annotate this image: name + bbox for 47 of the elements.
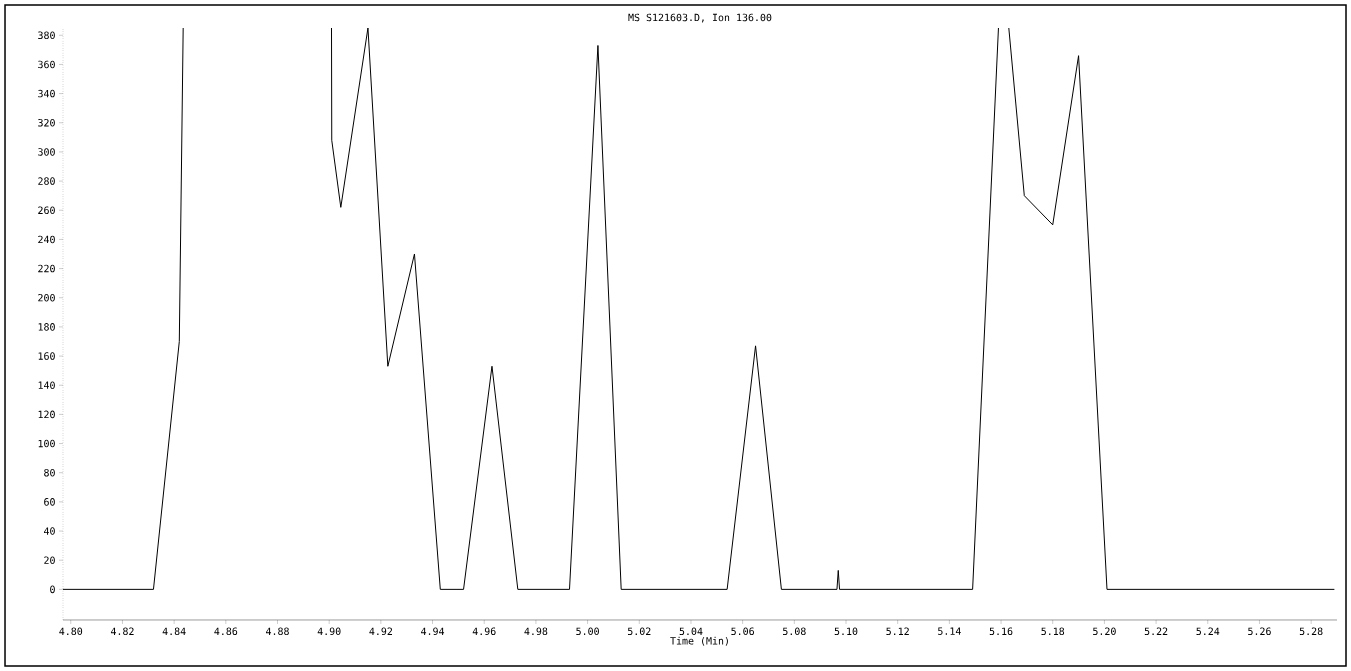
- y-tick-label: 20: [44, 556, 55, 564]
- y-tick-label: 0: [50, 585, 55, 594]
- x-tick-label: 5.20: [1093, 627, 1116, 636]
- x-tick-label: 4.82: [110, 627, 134, 636]
- y-tick-label: 240: [38, 235, 55, 244]
- x-tick-label: 5.04: [679, 627, 703, 636]
- x-tick-label: 4.90: [317, 627, 341, 636]
- x-tick-label: 4.96: [472, 627, 496, 636]
- y-tick-label: 260: [38, 206, 55, 215]
- y-tick-label: 180: [38, 323, 55, 331]
- x-tick-label: 4.84: [162, 627, 186, 636]
- x-axis-title: Time (Min): [670, 636, 728, 646]
- x-tick-label: 4.88: [266, 627, 289, 636]
- x-tick-label: 5.24: [1196, 627, 1220, 636]
- x-tick-label: 5.22: [1144, 627, 1168, 636]
- x-tick-label: 5.18: [1041, 627, 1065, 636]
- y-tick-label: 280: [38, 177, 55, 185]
- chart-title: MS S121603.D, Ion 136.00: [628, 13, 772, 23]
- x-tick-label: 5.06: [731, 627, 754, 636]
- y-tick-label: 40: [44, 527, 55, 535]
- y-tick-label: 120: [38, 410, 55, 419]
- x-tick-label: 4.98: [524, 627, 548, 636]
- y-tick-label: 360: [38, 60, 55, 69]
- x-tick-label: 4.80: [59, 627, 83, 636]
- x-tick-label: 4.94: [421, 627, 445, 636]
- x-tick-label: 5.00: [576, 627, 599, 636]
- x-tick-label: 5.14: [938, 627, 961, 635]
- y-tick-label: 140: [38, 381, 55, 389]
- y-tick-label: 340: [38, 89, 55, 98]
- x-tick-label: 5.28: [1299, 627, 1323, 636]
- x-tick-label: 4.86: [214, 627, 238, 636]
- y-tick-label: 380: [38, 31, 55, 40]
- y-tick-label: 60: [44, 498, 55, 506]
- x-tick-label: 5.12: [886, 627, 909, 636]
- x-tick-label: 5.08: [783, 627, 806, 636]
- y-tick-label: 160: [38, 352, 55, 360]
- x-tick-label: 5.16: [989, 627, 1013, 636]
- x-tick-label: 4.92: [369, 627, 393, 636]
- y-tick-label: 200: [38, 293, 55, 302]
- y-tick-label: 320: [38, 118, 55, 127]
- x-tick-label: 5.10: [834, 627, 858, 636]
- x-tick-label: 5.26: [1248, 627, 1271, 636]
- y-tick-label: 300: [38, 148, 55, 156]
- x-tick-label: 5.02: [627, 627, 651, 636]
- y-tick-label: 100: [38, 439, 55, 448]
- y-tick-label: 80: [44, 468, 55, 477]
- y-tick-label: 220: [38, 264, 55, 273]
